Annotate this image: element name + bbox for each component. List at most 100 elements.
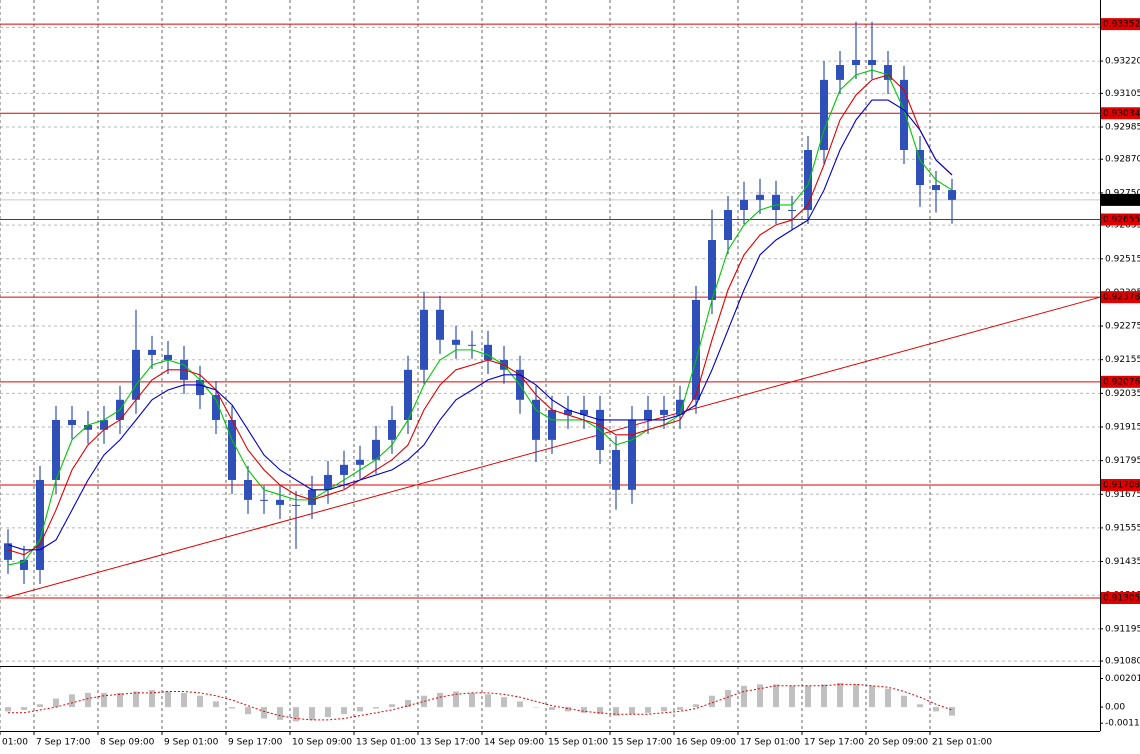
- macd-signal: [8, 683, 953, 721]
- candle-body: [260, 499, 268, 501]
- macd-bar: [917, 704, 923, 708]
- y-tick-label: 0.92750: [1105, 188, 1140, 198]
- candle-body: [756, 194, 764, 200]
- last-price-label: 0.92725: [1103, 195, 1140, 205]
- level-label: 0.93352: [1103, 20, 1140, 30]
- macd-bar: [773, 684, 779, 708]
- macd-bar: [677, 707, 683, 710]
- macd-bar: [565, 707, 571, 712]
- macd-bar: [197, 695, 203, 708]
- candle-body: [164, 354, 172, 360]
- candle-body: [212, 395, 220, 420]
- level-label: 0.92655: [1103, 215, 1140, 225]
- macd-bar: [37, 704, 43, 708]
- candle-body: [948, 190, 956, 200]
- candle-body: [68, 419, 76, 426]
- candle-body: [132, 349, 140, 400]
- candle-body: [644, 409, 652, 420]
- candle-body: [932, 185, 940, 191]
- macd-bar: [405, 699, 411, 708]
- macd-bar: [757, 684, 763, 708]
- candle-body: [788, 209, 796, 211]
- candle-body: [804, 149, 812, 210]
- candle-body: [20, 559, 28, 570]
- macd-bar: [805, 685, 811, 708]
- moving-average: [7, 69, 953, 566]
- macd-bar: [293, 707, 299, 722]
- candle-body: [452, 339, 460, 345]
- y-tick-label: 0.93220: [1105, 57, 1140, 67]
- x-tick-label: 16 Sep 09:00: [676, 738, 736, 748]
- macd-bar: [69, 694, 75, 708]
- candle-body: [628, 419, 636, 490]
- plot: [0, 21, 1101, 722]
- x-tick-label: 20 Sep 09:00: [868, 738, 928, 748]
- macd-bar: [117, 692, 123, 708]
- macd-bar: [901, 695, 907, 708]
- x-tick-label: 7 Sep 17:00: [36, 738, 91, 748]
- x-tick-label: 13 Sep 01:00: [356, 738, 416, 748]
- macd-bar: [389, 704, 395, 708]
- macd-bar: [165, 691, 171, 708]
- macd-bar: [869, 685, 875, 708]
- macd-bar: [661, 707, 667, 712]
- y-tick-label: 0.92635: [1105, 221, 1140, 231]
- level-label-box: [1101, 18, 1140, 31]
- macd-bar: [309, 707, 315, 720]
- y-tick-label: 0.91915: [1105, 422, 1140, 432]
- macd-bar: [741, 685, 747, 708]
- macd-bar: [789, 685, 795, 708]
- macd-bar: [5, 707, 11, 712]
- candle-body: [692, 299, 700, 400]
- candle-body: [52, 419, 60, 480]
- level-label-box: [1101, 591, 1140, 604]
- x-tick-label: 17 Sep 17:00: [804, 738, 864, 748]
- x-tick-label: 14 Sep 09:00: [484, 738, 544, 748]
- macd-bar: [437, 692, 443, 708]
- candle-body: [612, 449, 620, 490]
- macd-tick-label: -0.00113: [1105, 719, 1140, 729]
- moving-average: [7, 99, 953, 551]
- macd-tick-label: 0.00201: [1105, 674, 1140, 684]
- macd-bar: [645, 707, 651, 713]
- macd-bar: [181, 692, 187, 708]
- candle-body: [564, 409, 572, 415]
- candle-body: [884, 65, 892, 80]
- candle-body: [196, 379, 204, 396]
- last-price-box: [1101, 193, 1140, 206]
- level-label: 0.92378: [1103, 293, 1140, 303]
- level-label-box: [1101, 107, 1140, 120]
- x-tick-label: 9 Sep 17:00: [228, 738, 283, 748]
- candle-body: [916, 149, 924, 186]
- candle-body: [292, 504, 300, 506]
- y-tick-label: 0.91795: [1105, 456, 1140, 466]
- macd-bar: [85, 692, 91, 708]
- candle-body: [868, 59, 876, 66]
- macd-bar: [229, 707, 235, 709]
- y-tick-label: 0.91435: [1105, 557, 1140, 567]
- candle-body: [84, 425, 92, 430]
- level-label: 0.93034: [1103, 109, 1140, 119]
- macd-bar: [53, 698, 59, 708]
- candle-body: [356, 459, 364, 465]
- y-tick-label: 0.91675: [1105, 490, 1140, 500]
- candle-body: [276, 499, 284, 505]
- level-label: 0.91305: [1103, 593, 1140, 603]
- x-tick-label: 17 Sep 01:00: [740, 738, 800, 748]
- candle-body: [308, 489, 316, 505]
- macd-bar: [213, 701, 219, 708]
- candle-body: [580, 409, 588, 415]
- macd-bar: [821, 684, 827, 708]
- macd-bar: [421, 695, 427, 708]
- candle-body: [676, 399, 684, 415]
- candle-body: [772, 194, 780, 210]
- macd-bar: [277, 707, 283, 720]
- candle-body: [340, 464, 348, 475]
- y-tick-label: 0.91195: [1105, 624, 1140, 634]
- level-label-box: [1101, 291, 1140, 304]
- candle-body: [468, 344, 476, 346]
- macd-bar: [469, 692, 475, 708]
- level-label-box: [1101, 479, 1140, 492]
